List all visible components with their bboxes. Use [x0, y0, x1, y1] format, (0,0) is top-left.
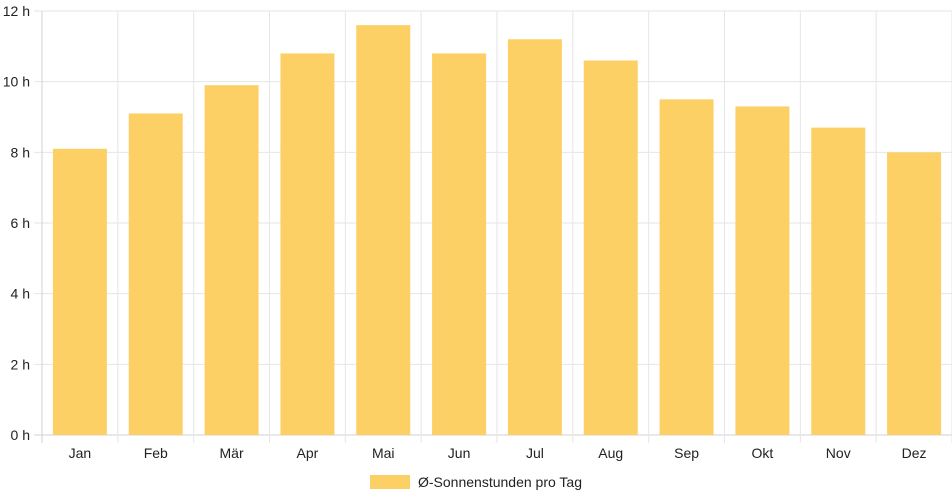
legend-label: Ø-Sonnenstunden pro Tag	[418, 474, 582, 490]
bar[interactable]	[52, 148, 107, 436]
x-tick-label: Jul	[526, 445, 544, 461]
x-tick-label: Mai	[372, 445, 395, 461]
x-tick-label: Aug	[598, 445, 623, 461]
y-axis: 0 h 2 h 4 h 6 h 8 h 10 h 12 h	[3, 3, 30, 443]
legend[interactable]: Ø-Sonnenstunden pro Tag	[0, 470, 952, 494]
x-tick-label: Jan	[69, 445, 92, 461]
bar-series	[52, 25, 942, 436]
y-tick-label: 6 h	[11, 215, 30, 231]
bar[interactable]	[659, 99, 714, 435]
x-tick-label: Mär	[220, 445, 244, 461]
bar[interactable]	[507, 39, 562, 436]
y-tick-label: 4 h	[11, 286, 30, 302]
x-tick-label: Okt	[752, 445, 774, 461]
bar[interactable]	[583, 60, 638, 435]
y-tick-label: 8 h	[11, 144, 30, 160]
y-tick-label: 0 h	[11, 427, 30, 443]
y-tick-label: 10 h	[3, 74, 30, 90]
x-tick-label: Apr	[297, 445, 319, 461]
legend-swatch	[370, 475, 410, 489]
bar[interactable]	[811, 127, 866, 435]
x-tick-label: Dez	[902, 445, 927, 461]
bar[interactable]	[128, 113, 183, 435]
y-tick-label: 2 h	[11, 356, 30, 372]
bar[interactable]	[204, 85, 259, 435]
x-axis: Jan Feb Mär Apr Mai Jun Jul Aug Sep Okt Nov Dez	[69, 445, 927, 461]
bar[interactable]	[432, 53, 487, 436]
x-tick-label: Jun	[448, 445, 471, 461]
bar[interactable]	[356, 25, 411, 436]
x-tick-label: Feb	[144, 445, 168, 461]
bar[interactable]	[735, 106, 790, 436]
x-tick-label: Sep	[674, 445, 699, 461]
grid-lines	[34, 10, 952, 443]
bar[interactable]	[887, 152, 942, 436]
bar[interactable]	[280, 53, 335, 436]
y-tick-label: 12 h	[3, 3, 30, 19]
x-tick-label: Nov	[826, 445, 851, 461]
